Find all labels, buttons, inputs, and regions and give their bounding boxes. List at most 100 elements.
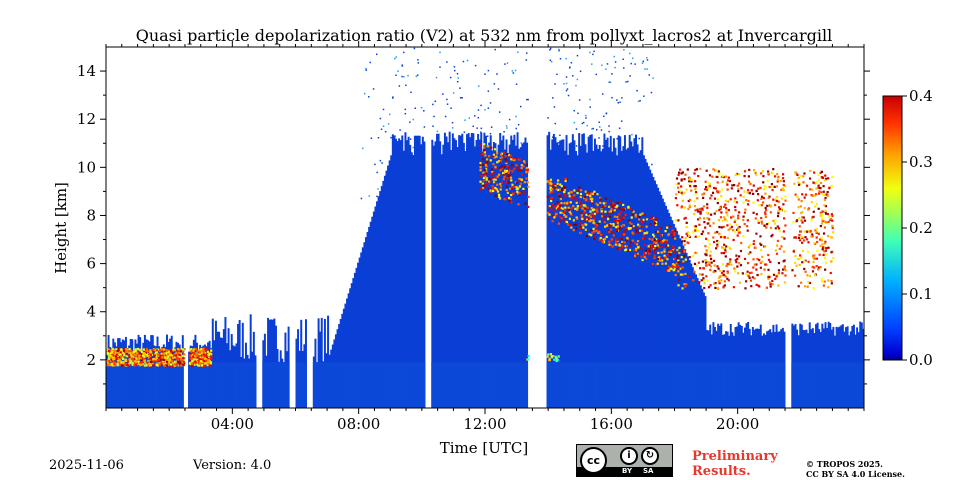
depol-column [600, 151, 603, 408]
feature-pixel [138, 348, 141, 352]
feature-pixel [753, 169, 756, 172]
feature-pixel [764, 213, 767, 216]
near-ground-layer [376, 362, 379, 408]
feature-pixel [590, 234, 593, 237]
feature-pixel [581, 217, 584, 221]
feature-pixel [716, 201, 719, 205]
feature-pixel [821, 248, 824, 251]
noise-pixel [527, 98, 529, 101]
depol-column [491, 150, 494, 408]
near-ground-layer [699, 362, 702, 408]
noise-pixel [432, 125, 434, 127]
feature-pixel [112, 353, 115, 356]
feature-pixel [831, 219, 834, 222]
feature-pixel [708, 224, 712, 227]
feature-pixel [593, 192, 596, 195]
feature-pixel [643, 256, 646, 259]
noise-pixel [575, 145, 578, 147]
feature-pixel [108, 362, 111, 366]
feature-pixel [725, 264, 728, 268]
depol-column [360, 252, 363, 408]
feature-pixel [767, 172, 770, 175]
feature-pixel [558, 193, 561, 196]
feature-pixel [588, 199, 591, 203]
feature-pixel [777, 206, 781, 209]
feature-pixel [694, 188, 697, 191]
depol-column [652, 176, 655, 408]
feature-pixel [115, 350, 118, 353]
feature-pixel [561, 207, 564, 210]
near-ground-layer [797, 362, 800, 408]
feature-pixel [511, 164, 514, 167]
feature-pixel [716, 175, 719, 179]
feature-pixel [492, 153, 496, 156]
near-ground-layer [263, 362, 266, 408]
near-ground-layer [551, 362, 554, 408]
depol-column [458, 135, 461, 408]
feature-pixel [696, 197, 699, 200]
feature-pixel [667, 269, 670, 272]
feature-pixel [736, 234, 739, 237]
depol-column [442, 144, 445, 408]
feature-pixel [717, 276, 721, 279]
noise-pixel [506, 62, 509, 64]
feature-pixel [164, 356, 167, 359]
near-ground-layer [655, 362, 658, 408]
near-ground-layer [568, 362, 571, 408]
feature-pixel [822, 190, 825, 193]
feature-pixel [702, 196, 705, 200]
feature-pixel [137, 360, 140, 363]
feature-pixel [133, 353, 136, 356]
depol-column [683, 249, 686, 408]
near-ground-layer [240, 362, 243, 408]
feature-pixel [667, 233, 670, 236]
feature-pixel [804, 270, 807, 273]
noise-pixel [457, 77, 460, 79]
depol-column [593, 138, 596, 408]
feature-pixel [209, 364, 212, 367]
feature-pixel [713, 212, 716, 215]
feature-pixel [558, 195, 561, 198]
feature-pixel [481, 186, 485, 190]
near-ground-layer [526, 362, 529, 408]
near-ground-layer [601, 362, 604, 408]
depol-column [617, 135, 620, 408]
feature-pixel [722, 286, 725, 289]
feature-pixel [819, 211, 822, 214]
near-ground-layer [113, 362, 116, 408]
feature-pixel [784, 199, 787, 202]
feature-pixel [677, 173, 680, 176]
feature-pixel [618, 207, 621, 210]
noise-pixel [505, 125, 508, 127]
noise-pixel [409, 138, 412, 140]
feature-pixel [639, 213, 642, 216]
near-ground-layer [695, 362, 698, 408]
feature-pixel [820, 191, 823, 194]
feature-pixel [487, 155, 491, 158]
feature-pixel [192, 355, 195, 358]
feature-pixel [608, 224, 611, 227]
near-ground-layer [680, 362, 683, 408]
feature-pixel [511, 183, 514, 186]
feature-pixel [780, 245, 783, 248]
feature-pixel [586, 206, 589, 209]
feature-pixel [645, 218, 649, 221]
feature-pixel [724, 218, 727, 221]
feature-pixel [550, 199, 553, 203]
feature-pixel [158, 348, 162, 351]
feature-pixel [809, 188, 812, 191]
feature-pixel [558, 203, 561, 206]
near-ground-layer [140, 362, 143, 408]
feature-pixel [516, 190, 519, 193]
depol-column [598, 145, 601, 408]
feature-pixel [807, 260, 810, 263]
noise-pixel [596, 128, 598, 131]
near-ground-layer [638, 362, 641, 408]
near-ground-layer [192, 362, 195, 408]
feature-pixel [550, 189, 553, 192]
feature-pixel [670, 231, 673, 234]
near-ground-layer [857, 362, 860, 408]
feature-pixel [668, 250, 671, 253]
feature-pixel [616, 227, 619, 230]
near-ground-layer [660, 362, 663, 408]
